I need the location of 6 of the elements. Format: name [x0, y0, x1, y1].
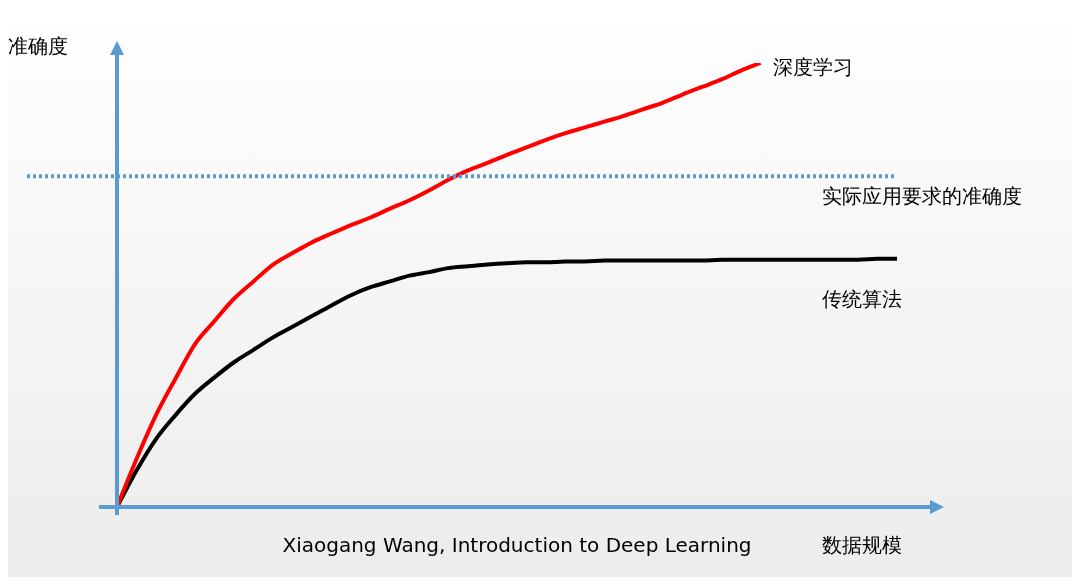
series-label: 深度学习: [772, 55, 853, 80]
series-label: 传统算法: [822, 287, 902, 312]
text: Xiaogang Wang, Introduction to Deep Learning: [282, 533, 752, 557]
ref-line-label: 实际应用要求的准确度: [822, 184, 1022, 209]
y-axis-title: 准确度: [8, 34, 68, 58]
x-axis-title: 数据规模: [822, 533, 902, 557]
